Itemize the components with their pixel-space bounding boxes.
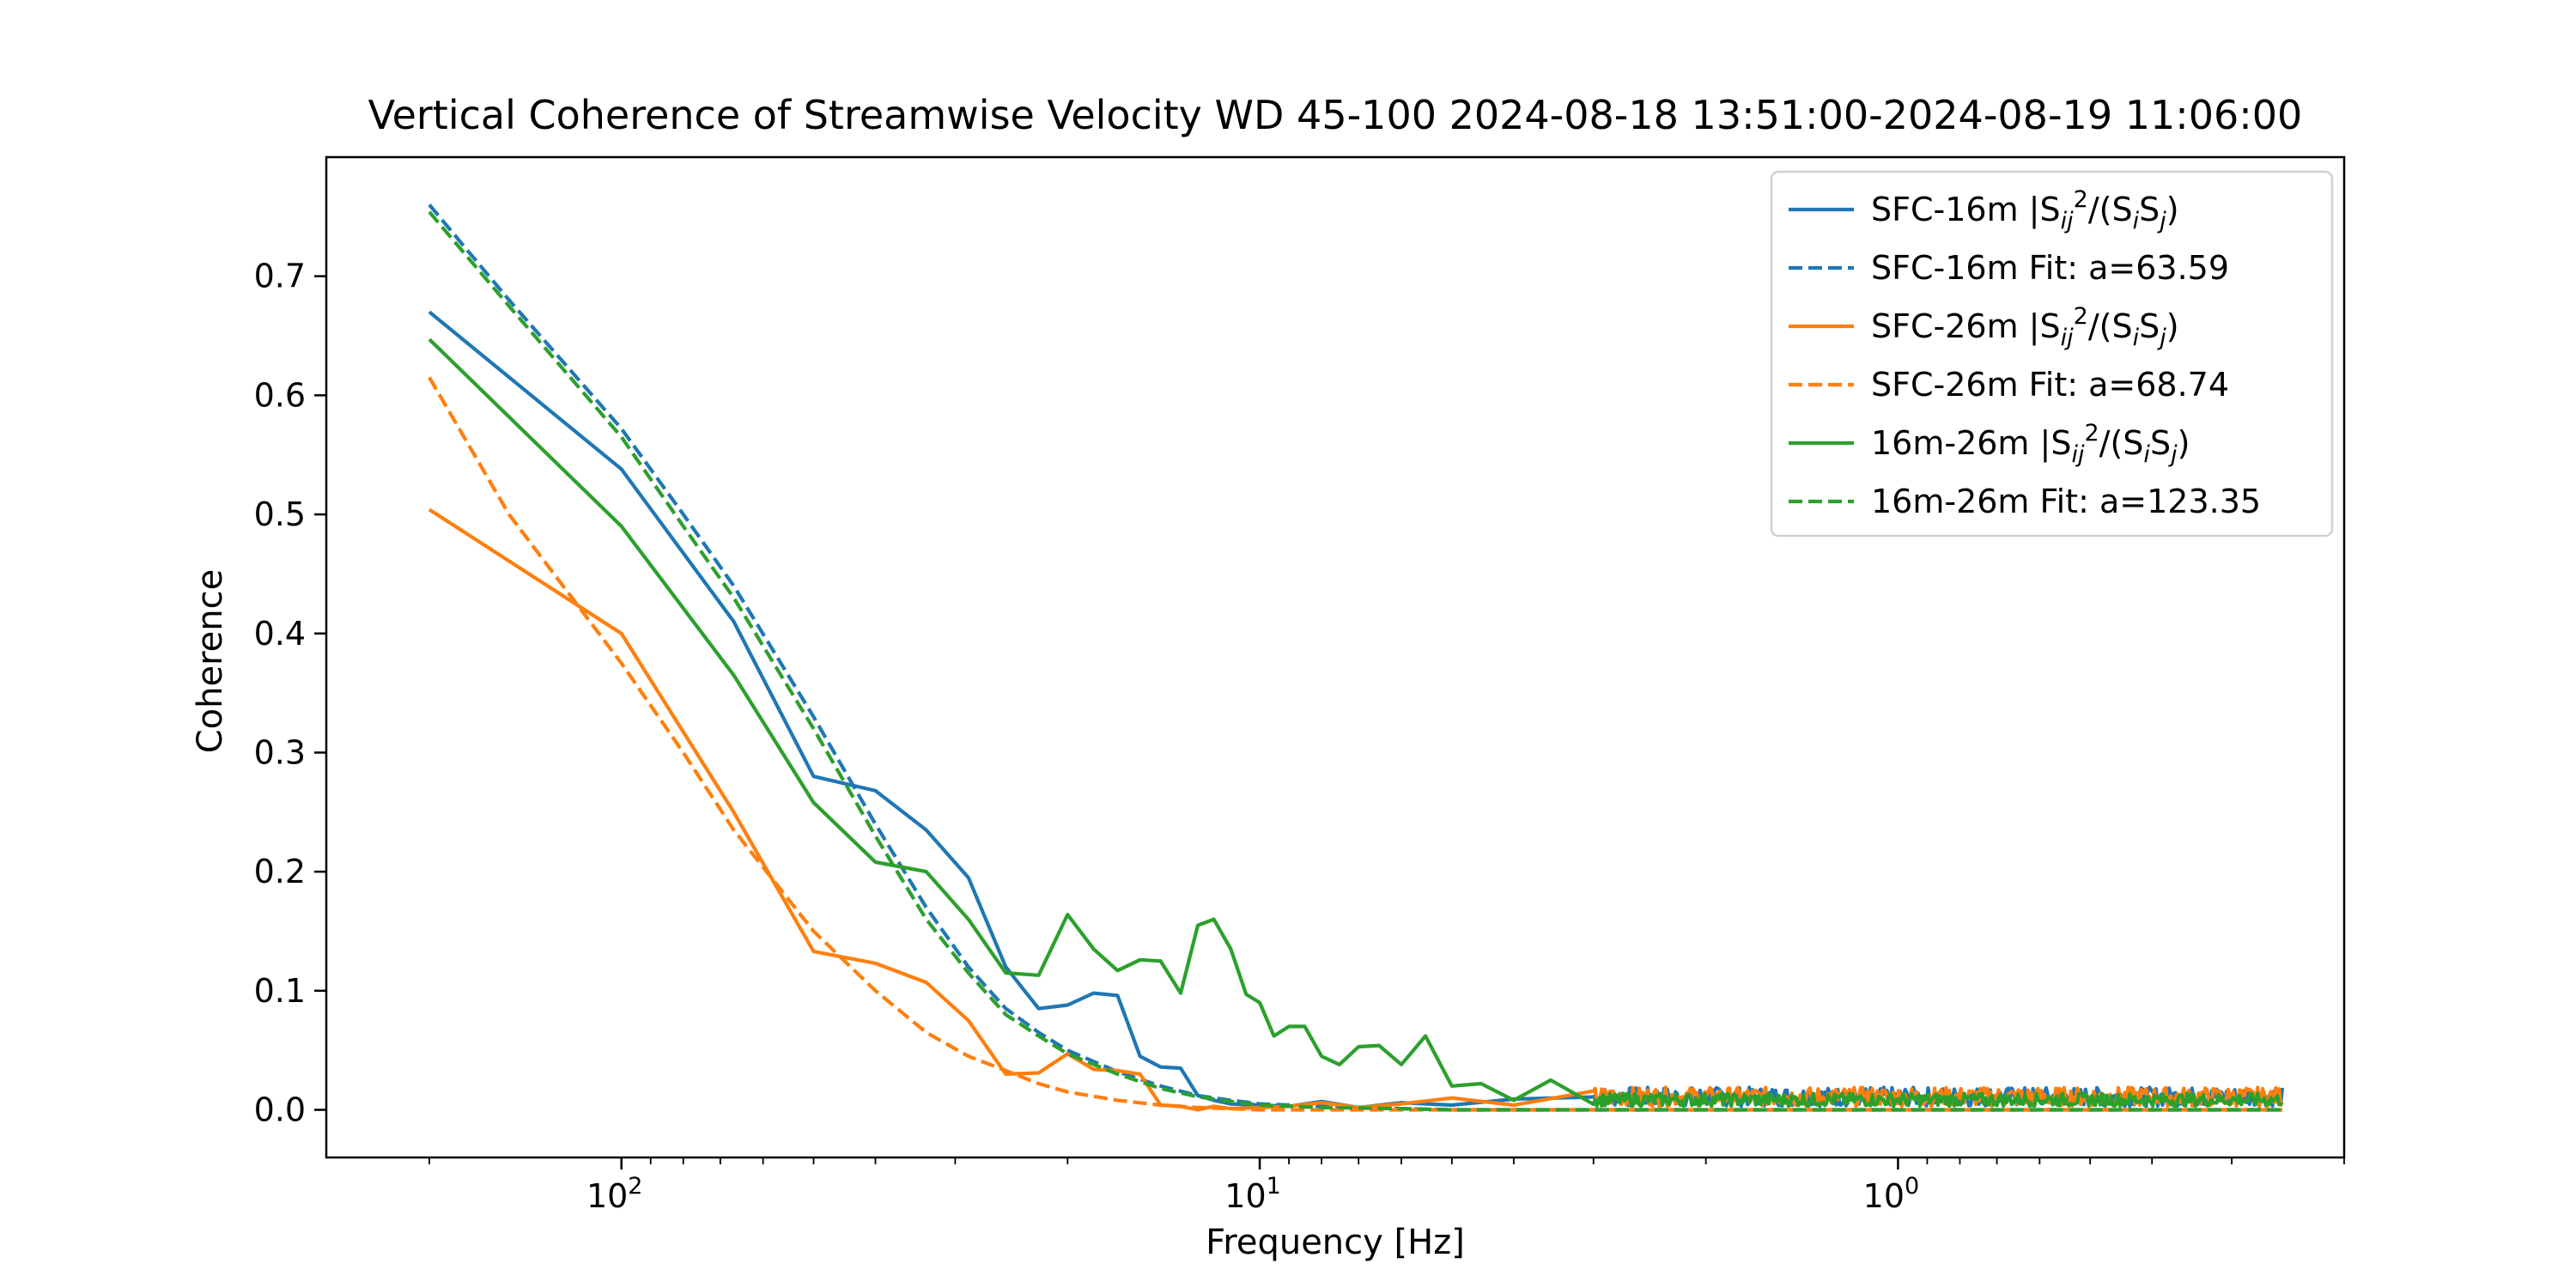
legend: SFC-16m |Sij2/(SiSj)SFC-16m Fit: a=63.59… <box>1770 170 2334 538</box>
y-tick-label: 0.1 <box>254 972 306 1010</box>
plot-area <box>428 204 2285 1112</box>
y-tick-label: 0.6 <box>254 376 306 414</box>
legend-text-part: S <box>2139 307 2160 345</box>
y-tick-label: 0.2 <box>254 853 306 890</box>
x-tick-base: 10 <box>586 1177 628 1215</box>
legend-text-part: ij <box>2071 441 2085 468</box>
legend-text-part: i <box>2143 441 2150 468</box>
y-tick-label: 0.0 <box>254 1091 306 1129</box>
legend-text-part: i <box>2133 208 2140 234</box>
legend-text-part: 2 <box>2084 420 2099 447</box>
legend-text-part: /(S <box>2088 191 2133 228</box>
x-tick-exponent: 0 <box>1905 1173 1919 1200</box>
legend-text-part: ) <box>2178 424 2190 462</box>
legend-text-part: SFC-16m |S <box>1871 191 2061 229</box>
legend-text-part: S <box>2139 191 2160 228</box>
legend-text-part: /(S <box>2088 307 2133 345</box>
legend-text-part: ) <box>2166 191 2179 228</box>
legend-label-1: SFC-16m |Sij2/(SiSj) <box>1871 186 2179 234</box>
x-tick-base: 10 <box>1863 1177 1905 1215</box>
legend-text-part: SFC-16m Fit: a=63.59 <box>1871 249 2229 287</box>
y-tick-label: 0.3 <box>254 733 306 771</box>
y-axis-label: Coherence <box>191 569 230 754</box>
legend-text-part: 2 <box>2074 303 2088 330</box>
legend-text-part: 2 <box>2074 186 2088 213</box>
legend-text-part: ij <box>2061 325 2075 351</box>
legend-label-3: SFC-26m |Sij2/(SiSj) <box>1871 303 2179 351</box>
legend-label-4: SFC-26m Fit: a=68.74 <box>1871 366 2229 404</box>
legend-text-part: S <box>2150 424 2171 462</box>
y-tick-label: 0.4 <box>254 615 306 653</box>
x-tick-exponent: 2 <box>628 1173 642 1200</box>
legend-text-part: /(S <box>2099 424 2144 462</box>
x-tick-label: 102 <box>586 1173 643 1215</box>
legend-text-part: SFC-26m Fit: a=68.74 <box>1871 366 2229 404</box>
legend-text-part: SFC-26m |S <box>1871 307 2061 346</box>
x-tick-label: 100 <box>1863 1173 1920 1215</box>
legend-label-2: SFC-16m Fit: a=63.59 <box>1871 249 2229 287</box>
y-tick-label: 0.5 <box>254 495 306 533</box>
x-tick-base: 10 <box>1224 1177 1266 1215</box>
legend-text-part: ij <box>2061 208 2075 234</box>
series-line-5 <box>428 337 2283 1109</box>
legend-label-6: 16m-26m Fit: a=123.35 <box>1871 483 2261 520</box>
chart-title: Vertical Coherence of Streamwise Velocit… <box>368 92 2303 138</box>
x-axis-label: Frequency [Hz] <box>1206 1223 1465 1262</box>
legend-text-part: ) <box>2166 307 2179 345</box>
legend-text-part: 16m-26m Fit: a=123.35 <box>1871 483 2261 520</box>
legend-label-5: 16m-26m |Sij2/(SiSj) <box>1871 420 2190 468</box>
series-line-6 <box>428 210 2282 1112</box>
legend-text-part: i <box>2133 325 2140 351</box>
x-tick-label: 101 <box>1224 1173 1281 1215</box>
axes-frame <box>325 155 2346 1159</box>
x-tick-exponent: 1 <box>1267 1173 1281 1200</box>
legend-box <box>1770 170 2334 538</box>
y-tick-label: 0.7 <box>254 258 306 295</box>
legend-text-part: 16m-26m |S <box>1871 424 2071 463</box>
series-line-4 <box>428 376 2282 1112</box>
